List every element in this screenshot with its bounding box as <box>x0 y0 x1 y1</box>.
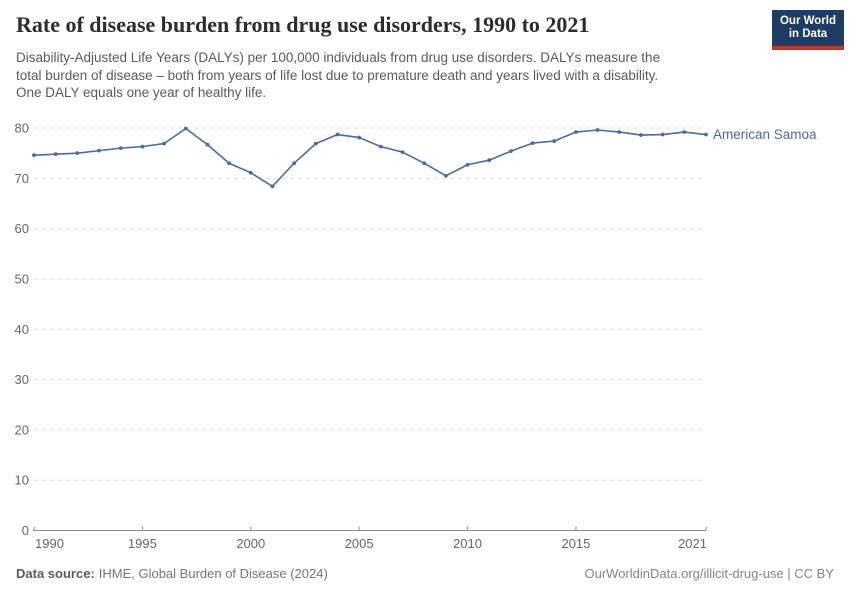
data-point-1998 <box>205 142 210 147</box>
data-point-2003 <box>313 141 318 146</box>
data-point-2001 <box>270 184 275 189</box>
data-point-2010 <box>465 162 470 167</box>
data-point-2000 <box>248 170 253 175</box>
logo-line1: Our World <box>779 15 836 27</box>
data-point-2020 <box>682 130 687 134</box>
data-point-2015 <box>574 130 578 134</box>
data-point-1991 <box>53 152 58 157</box>
y-tick-label-40: 40 <box>15 322 29 337</box>
credit-link[interactable]: OurWorldinData.org/illicit-drug-use | CC… <box>584 566 835 581</box>
data-point-2012 <box>509 149 513 154</box>
series-line <box>33 127 707 188</box>
data-point-2016 <box>595 128 600 132</box>
chart-footer: Data source: IHME, Global Burden of Disea… <box>16 566 834 581</box>
data-source-label: Data source: <box>16 566 95 581</box>
data-point-2006 <box>378 144 383 149</box>
data-point-2004 <box>335 132 340 137</box>
data-point-2014 <box>552 139 557 143</box>
data-point-1999 <box>227 161 231 166</box>
data-point-1996 <box>162 141 166 146</box>
data-point-1994 <box>118 146 123 151</box>
x-tick-label-2021: 2021 <box>678 536 707 551</box>
data-point-1995 <box>140 144 145 149</box>
y-tick-label-30: 30 <box>15 372 29 387</box>
data-point-1993 <box>97 148 101 153</box>
series-end-label: American Samoa <box>713 127 817 142</box>
data-point-2017 <box>617 130 622 134</box>
data-source-value: IHME, Global Burden of Disease (2024) <box>98 566 328 581</box>
x-tick-label-2010: 2010 <box>453 536 482 551</box>
data-point-1990 <box>32 153 36 158</box>
data-point-1997 <box>183 126 188 131</box>
x-tick-label-2000: 2000 <box>236 536 265 551</box>
x-tick-label-1995: 1995 <box>128 536 157 551</box>
owid-logo: Our World in Data <box>772 10 844 50</box>
y-tick-label-70: 70 <box>15 171 29 186</box>
data-point-2005 <box>357 135 362 140</box>
data-point-2008 <box>422 161 427 166</box>
y-tick-label-0: 0 <box>22 523 29 538</box>
x-tick-label-2015: 2015 <box>561 536 590 551</box>
logo-line2: in Data <box>788 28 828 40</box>
y-tick-label-50: 50 <box>15 271 29 286</box>
y-tick-label-10: 10 <box>15 473 29 488</box>
page-title: Rate of disease burden from drug use dis… <box>16 12 590 37</box>
data-point-2013 <box>530 141 535 145</box>
data-point-2007 <box>400 150 405 155</box>
y-tick-label-60: 60 <box>15 221 29 236</box>
data-point-2009 <box>443 173 448 178</box>
chart-subtitle: Disability-Adjusted Life Years (DALYs) p… <box>16 50 661 100</box>
data-source: Data source: IHME, Global Burden of Disea… <box>16 566 328 581</box>
y-tick-label-80: 80 <box>15 121 29 136</box>
data-point-2011 <box>487 158 492 163</box>
data-point-1992 <box>75 151 80 156</box>
data-point-2002 <box>292 161 297 166</box>
x-tick-label-1990: 1990 <box>35 536 64 551</box>
x-tick-label-2005: 2005 <box>345 536 374 551</box>
data-point-2018 <box>639 133 643 137</box>
data-point-2019 <box>660 132 665 137</box>
data-point-2021 <box>704 132 708 137</box>
y-tick-label-20: 20 <box>15 422 29 437</box>
